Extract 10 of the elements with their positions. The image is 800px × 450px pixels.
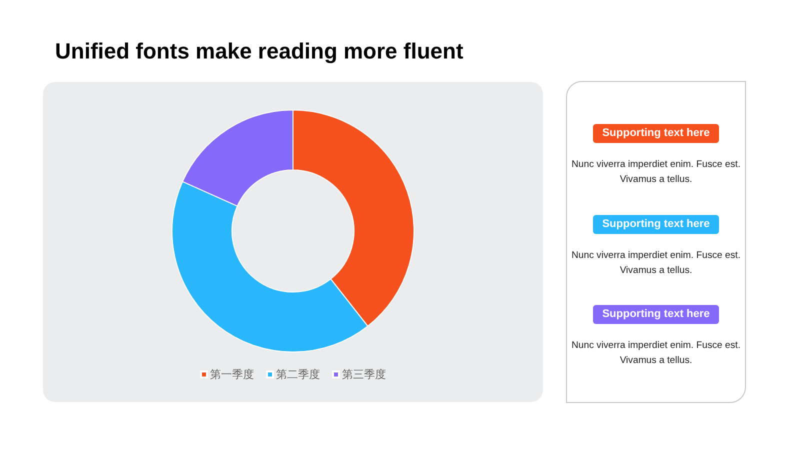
text-badge: Supporting text here: [593, 305, 719, 324]
text: Nunc viverra imperdiet enim. Fusce est. Vivamus a tellus.: [571, 248, 741, 278]
text-badge: Supporting text here: [593, 124, 719, 143]
legend-label: 第一季度: [210, 368, 254, 381]
text: Nunc viverra imperdiet enim. Fusce est. Vivamus a tellus.: [571, 339, 741, 368]
chart-title: Unified fonts make reading more fluent: [55, 38, 464, 64]
legend-label: 第三季度: [342, 368, 386, 381]
text: Nunc viverra imperdiet enim. Fusce est. Vivamus a tellus.: [571, 158, 741, 187]
text-badge: Supporting text here: [593, 214, 719, 234]
legend-label: 第二季度: [276, 368, 320, 381]
